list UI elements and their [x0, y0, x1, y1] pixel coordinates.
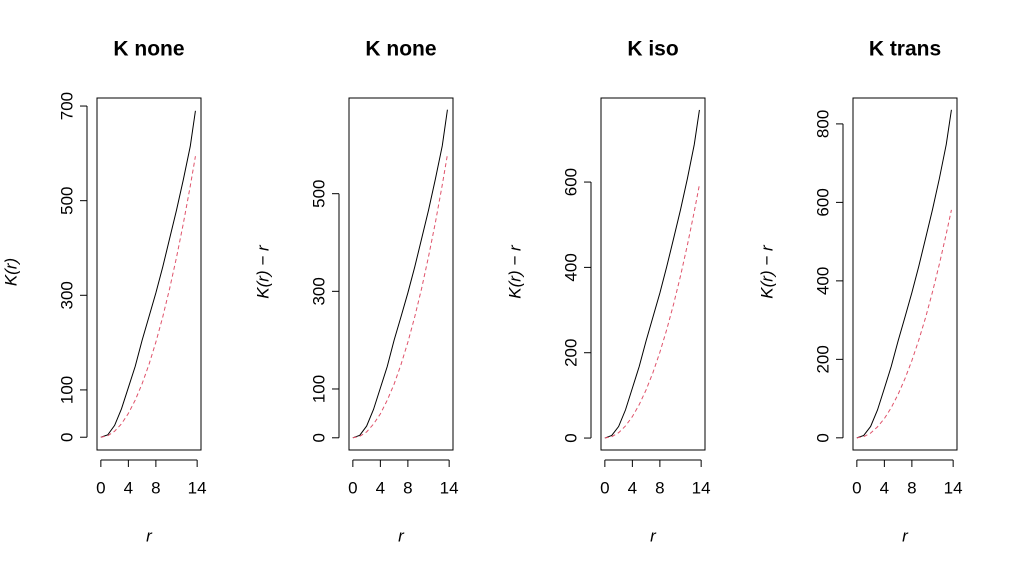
data-line — [856, 209, 952, 439]
y-tick-label: 700 — [57, 92, 76, 120]
y-tick-label: 0 — [309, 433, 328, 442]
x-tick-label: 4 — [880, 478, 889, 497]
y-tick-label: 600 — [813, 188, 832, 216]
plot-box — [348, 97, 454, 451]
x-axis-label: r — [146, 526, 153, 545]
x-tick-label: 14 — [188, 478, 207, 497]
panel-title: K iso — [627, 38, 678, 61]
y-tick-label: 0 — [813, 433, 832, 442]
y-tick-label: 100 — [309, 375, 328, 403]
x-tick-label: 0 — [600, 478, 609, 497]
x-tick-label: 4 — [124, 478, 133, 497]
x-tick-label: 0 — [348, 478, 357, 497]
data-line — [100, 156, 196, 438]
data-line — [604, 184, 700, 439]
y-axis-label: K(r) − r — [757, 244, 776, 299]
x-tick-label: 4 — [376, 478, 385, 497]
x-tick-label: 8 — [907, 478, 916, 497]
panel-title: K none — [113, 38, 184, 61]
x-tick-label: 4 — [628, 478, 637, 497]
y-tick-label: 200 — [813, 345, 832, 373]
x-tick-label: 0 — [852, 478, 861, 497]
panel-title: K trans — [869, 38, 941, 61]
y-tick-label: 500 — [57, 186, 76, 214]
y-axis-label: K(r) — [1, 258, 20, 286]
y-tick-label: 200 — [561, 339, 580, 367]
y-axis-label: K(r) − r — [253, 244, 272, 299]
data-line — [856, 109, 952, 439]
plot-box — [852, 97, 958, 451]
x-tick-label: 14 — [944, 478, 963, 497]
x-axis-label: r — [650, 526, 657, 545]
y-tick-label: 0 — [57, 432, 76, 441]
y-tick-label: 600 — [561, 168, 580, 196]
x-tick-label: 0 — [96, 478, 105, 497]
y-tick-label: 300 — [57, 281, 76, 309]
x-axis-label: r — [902, 526, 909, 545]
x-tick-label: 14 — [692, 478, 711, 497]
y-tick-label: 0 — [561, 433, 580, 442]
panel-title: K none — [365, 38, 436, 61]
y-tick-label: 400 — [813, 267, 832, 295]
y-tick-label: 100 — [57, 376, 76, 404]
y-tick-label: 400 — [561, 253, 580, 281]
data-line — [604, 109, 700, 439]
x-tick-label: 8 — [151, 478, 160, 497]
data-line — [352, 109, 448, 439]
x-axis-label: r — [398, 526, 405, 545]
x-tick-label: 8 — [655, 478, 664, 497]
data-line — [352, 154, 448, 439]
x-tick-label: 14 — [440, 478, 459, 497]
data-line — [100, 110, 196, 438]
y-axis-label: K(r) − r — [505, 244, 524, 299]
y-tick-label: 500 — [309, 180, 328, 208]
plot-box — [600, 97, 706, 451]
y-tick-label: 800 — [813, 110, 832, 138]
plot-box — [96, 97, 202, 451]
x-tick-label: 8 — [403, 478, 412, 497]
y-tick-label: 300 — [309, 277, 328, 305]
